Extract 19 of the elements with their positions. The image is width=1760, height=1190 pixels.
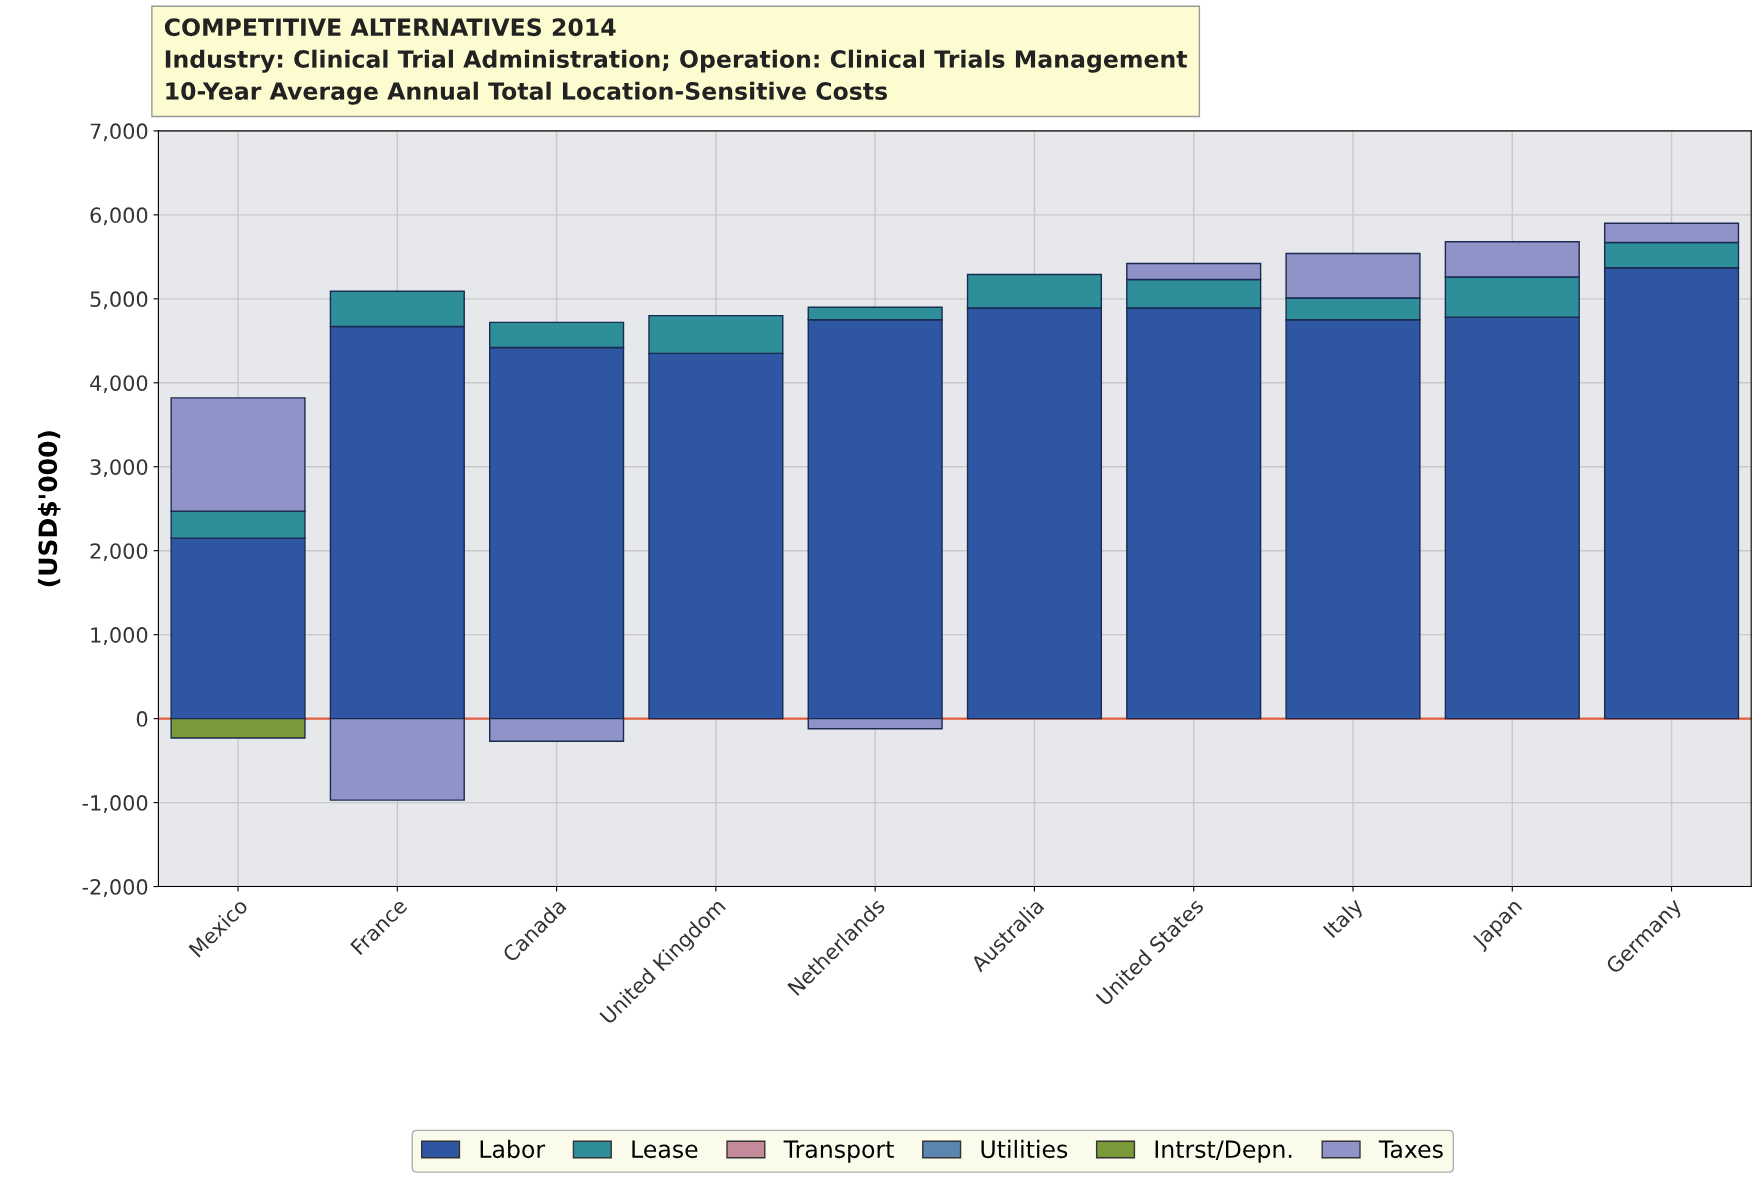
legend-label: Labor bbox=[480, 1139, 546, 1159]
y-tick-label: 0 bbox=[136, 711, 148, 727]
y-tick-label: -2,000 bbox=[82, 879, 148, 897]
legend-label: Transport bbox=[783, 1140, 894, 1163]
chart-title: COMPETITIVE ALTERNATIVES 2014 bbox=[164, 18, 616, 37]
legend-label: Intrst/Depn. bbox=[1155, 1140, 1292, 1163]
y-tick-label: 5,000 bbox=[90, 291, 148, 310]
y-tick-label: 4,000 bbox=[90, 375, 148, 394]
chart-subtitle: Industry: Clinical Trial Administration; Operation: Clinical Trials Management 10-Year Average Annual Total Location-Sensitive Costs bbox=[165, 49, 1188, 105]
legend-label: Taxes bbox=[1378, 1140, 1443, 1159]
y-axis-title: (USD$'000) bbox=[37, 431, 61, 587]
y-tick-label: -1,000 bbox=[82, 795, 148, 813]
y-tick-label: 3,000 bbox=[90, 459, 148, 478]
y-tick-label: 1,000 bbox=[91, 627, 148, 645]
legend-label: Utilities bbox=[981, 1139, 1068, 1159]
legend-label: Lease bbox=[632, 1140, 698, 1159]
y-tick-label: 6,000 bbox=[90, 207, 148, 226]
y-tick-label: 2,000 bbox=[90, 543, 148, 562]
y-tick-label: 7,000 bbox=[90, 123, 148, 142]
